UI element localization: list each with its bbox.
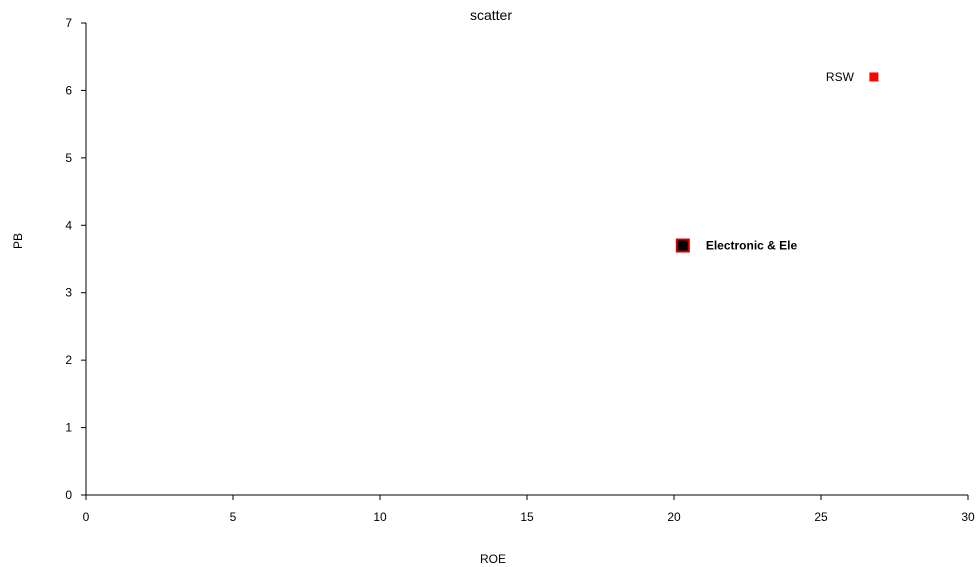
y-axis-ticks: 0 1 2 3 4 5 6 7 [65,16,86,502]
x-axis-ticks: 0 5 10 15 20 25 30 [83,495,975,524]
y-tick-label: 2 [65,353,72,367]
x-axis-title: ROE [480,552,506,566]
x-tick-label: 5 [230,510,237,524]
x-tick-label: 10 [373,510,387,524]
y-tick-label: 7 [65,16,72,30]
point-marker [869,72,879,82]
y-tick-label: 1 [65,421,72,435]
point-label: RSW [826,70,855,84]
y-tick-label: 0 [65,488,72,502]
y-axis-title: PB [11,233,25,249]
y-tick-label: 3 [65,286,72,300]
y-tick-label: 5 [65,151,72,165]
y-tick-label: 6 [65,83,72,97]
y-tick-label: 4 [65,218,72,232]
x-tick-label: 25 [814,510,828,524]
x-tick-label: 15 [520,510,534,524]
chart-title: scatter [470,7,512,23]
x-tick-label: 20 [667,510,681,524]
point-label: Electronic & Ele [706,239,798,253]
data-points: RSW Electronic & Ele [675,70,879,253]
x-tick-label: 30 [961,510,975,524]
x-tick-label: 0 [83,510,90,524]
point-marker [677,240,688,251]
